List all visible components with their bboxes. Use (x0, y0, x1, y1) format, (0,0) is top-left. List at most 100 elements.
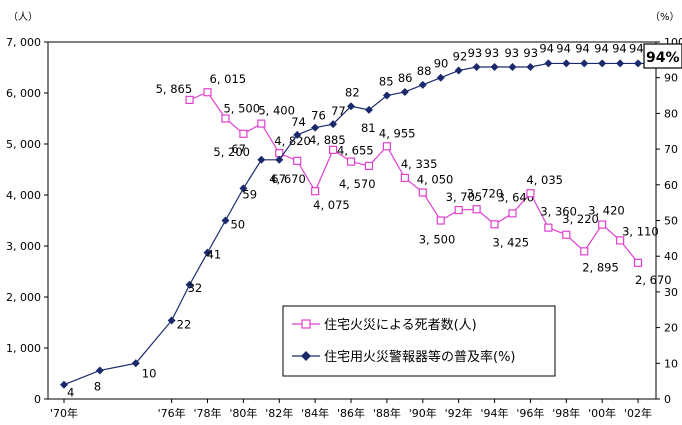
rate-point (221, 216, 230, 225)
rate-point (60, 380, 68, 389)
rate-data-label: 82 (345, 85, 360, 99)
rate-data-label: 94 (575, 41, 590, 55)
rate-data-label: 94 (612, 41, 627, 55)
x-tick-label: '80年 (229, 406, 257, 420)
rate-point (329, 120, 338, 129)
deaths-point (311, 187, 320, 196)
rate-point (508, 62, 517, 71)
x-tick-label: '82年 (265, 406, 293, 420)
rate-data-label: 94 (539, 41, 554, 55)
rate-point (472, 62, 481, 71)
rate-point (382, 91, 391, 100)
y-right-tick-label: 50 (664, 215, 678, 228)
rate-data-label: 77 (331, 104, 346, 118)
deaths-point (203, 88, 212, 97)
rate-point (634, 59, 643, 68)
y-right-tick-label: 30 (664, 286, 678, 299)
x-tick-label: '84年 (301, 406, 329, 420)
x-tick-label: '98年 (552, 406, 580, 420)
x-tick-label: '70年 (50, 406, 78, 420)
y-right-tick-label: 40 (664, 250, 678, 263)
rate-data-label: 32 (188, 281, 203, 295)
rate-data-label: 86 (398, 71, 413, 85)
deaths-point (418, 188, 427, 197)
rate-data-label: 93 (485, 46, 500, 60)
rate-point (454, 66, 463, 75)
rate-point (131, 359, 140, 368)
rate-data-label: 22 (177, 317, 192, 331)
legend-label-rate: 住宅用火災警報器等の普及率(%) (324, 349, 516, 365)
rate-data-label: 85 (379, 75, 394, 89)
deaths-data-label: 5, 400 (258, 104, 295, 118)
deaths-point (633, 258, 643, 267)
deaths-point (598, 220, 607, 229)
rate-point (616, 59, 625, 68)
rate-point (257, 155, 266, 164)
rate-point (311, 123, 320, 132)
x-tick-label: '02年 (624, 406, 652, 420)
x-tick-label: '96年 (516, 406, 544, 420)
deaths-point (454, 205, 463, 215)
x-tick-label: '76年 (158, 406, 186, 420)
rate-point (580, 59, 589, 68)
deaths-point (239, 129, 248, 138)
deaths-point (508, 209, 517, 218)
rate-data-label: 76 (311, 109, 326, 123)
deaths-point (221, 114, 230, 123)
deaths-data-label: 4, 075 (313, 198, 350, 212)
rate-data-label: 67 (231, 142, 246, 156)
deaths-data-label: 3, 420 (588, 204, 625, 218)
deaths-point (526, 189, 535, 198)
y-right-tick-label: 20 (664, 322, 678, 335)
rate-point (598, 59, 607, 68)
deaths-point (293, 156, 302, 165)
deaths-point (346, 157, 356, 166)
rate-point (436, 73, 445, 82)
y-left-tick-label: 5, 000 (6, 138, 41, 151)
rate-data-label: 88 (417, 64, 432, 78)
deaths-point (400, 173, 409, 183)
legend: 住宅火災による死者数(人) 住宅用火災警報器等の普及率(%) (282, 305, 556, 377)
rate-data-label: 94 (629, 41, 644, 55)
rate-point (185, 280, 194, 289)
y-right-tick-label: 10 (664, 357, 678, 370)
y-left-tick-label: 6, 000 (6, 87, 41, 100)
legend-label-deaths: 住宅火災による死者数(人) (324, 318, 477, 333)
deaths-data-label: 4, 670 (269, 172, 306, 186)
x-tick-label: '86年 (337, 406, 365, 420)
rate-point (364, 105, 373, 114)
callout-box: 94% (643, 43, 682, 69)
deaths-point (185, 95, 194, 104)
legend-box (282, 305, 556, 377)
deaths-point (544, 223, 553, 232)
deaths-data-label: 2, 670 (635, 273, 672, 287)
deaths-data-label: 6, 015 (210, 72, 247, 86)
rate-data-label: 94 (556, 41, 571, 55)
rate-data-label: 59 (242, 187, 257, 201)
y-right-tick-label: 70 (664, 143, 678, 156)
x-tick-label: '92年 (445, 406, 473, 420)
y-right-tick-label: 90 (664, 72, 678, 85)
deaths-data-label: 5, 500 (223, 102, 260, 116)
deaths-point (616, 236, 625, 245)
y-left-tick-label: 3, 000 (6, 240, 41, 253)
deaths-data-label: 3, 500 (419, 233, 456, 247)
legend-marker-rate (301, 351, 311, 361)
deaths-data-label: 5, 200 (213, 145, 250, 159)
y-right-tick-label: 60 (664, 179, 678, 192)
rate-point (293, 130, 302, 139)
deaths-data-label: 3, 425 (493, 235, 530, 249)
rate-point (275, 155, 284, 164)
rate-point (526, 62, 535, 71)
rate-point (490, 62, 499, 71)
deaths-point (580, 247, 589, 256)
y-axis-right-unit: （%） (650, 11, 680, 23)
deaths-data-label: 3, 220 (562, 212, 599, 226)
rate-point (347, 102, 356, 111)
y-left-tick-label: 7, 000 (6, 36, 41, 49)
rate-point (203, 248, 212, 257)
rate-data-label: 93 (504, 46, 519, 60)
deaths-data-label: 3, 720 (467, 186, 504, 200)
